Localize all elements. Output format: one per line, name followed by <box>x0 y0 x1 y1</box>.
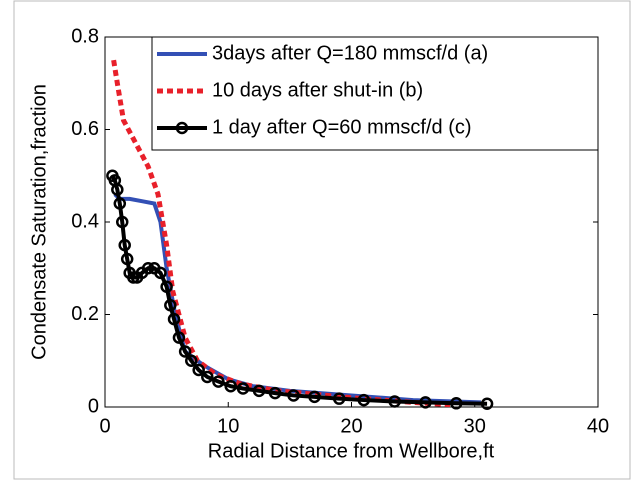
marker <box>357 393 371 407</box>
marker <box>224 379 237 393</box>
x-tick-label: 10 <box>217 415 239 437</box>
marker <box>212 375 225 388</box>
marker <box>287 389 300 402</box>
legend-marker <box>175 121 189 135</box>
legend-label: 3days after Q=180 mmscf/d (a) <box>212 42 488 64</box>
marker <box>201 370 214 384</box>
legend-box <box>151 36 599 151</box>
marker <box>141 262 155 275</box>
x-tick-label: 0 <box>99 415 110 437</box>
marker <box>160 280 173 293</box>
marker <box>308 390 321 404</box>
y-tick-label: 0.6 <box>71 118 99 140</box>
y-tick-label: 0 <box>88 395 99 417</box>
x-axis-label: Radial Distance from Wellbore,ft <box>208 440 495 462</box>
marker <box>120 252 134 266</box>
marker <box>167 312 181 326</box>
marker <box>116 215 129 229</box>
marker <box>332 392 346 405</box>
y-tick-label: 0.8 <box>71 25 99 47</box>
marker <box>185 354 198 367</box>
x-tick-label: 20 <box>340 415 362 437</box>
series-line <box>110 174 488 406</box>
marker <box>154 266 167 280</box>
legend-label: 10 days after shut-in (b) <box>212 79 423 101</box>
series-line <box>111 59 451 408</box>
marker <box>192 363 205 377</box>
marker <box>236 382 250 395</box>
marker <box>111 183 124 196</box>
y-tick-label: 0.2 <box>71 303 99 325</box>
marker <box>164 299 177 312</box>
frame <box>13 0 631 480</box>
x-tick-label: 30 <box>464 415 486 437</box>
marker <box>118 238 131 252</box>
marker <box>113 197 127 210</box>
marker <box>388 395 401 408</box>
legend-label: 1 day after Q=60 mmscf/d (c) <box>212 116 472 138</box>
x-tick-label: 40 <box>587 415 609 437</box>
marker <box>450 397 463 410</box>
marker <box>268 386 282 400</box>
marker <box>172 331 186 344</box>
marker <box>419 396 432 409</box>
marker <box>480 397 494 411</box>
y-tick-label: 0.4 <box>71 210 99 232</box>
marker <box>252 384 266 398</box>
y-axis-label: Condensate Saturation,fraction <box>28 84 50 360</box>
marker <box>178 345 192 358</box>
